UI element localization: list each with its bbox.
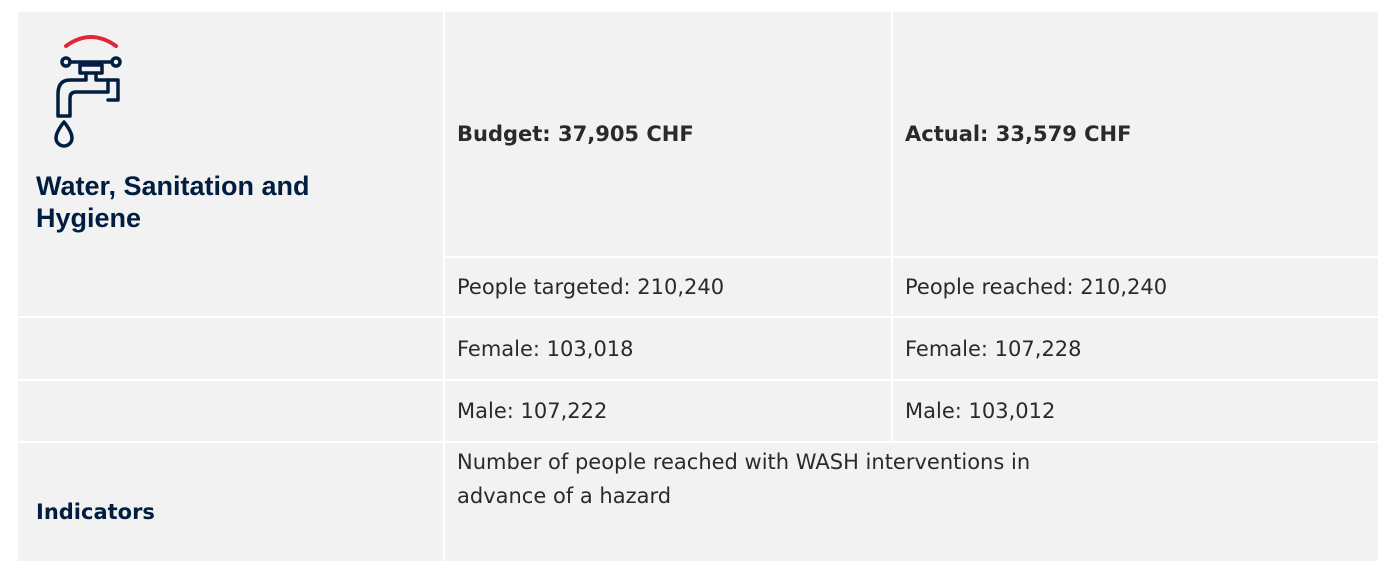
- indicators-label: Indicators: [18, 443, 443, 561]
- reached-cell: Male: 103,012: [893, 381, 1378, 441]
- reached-cell: People reached: 210,240: [893, 258, 1378, 316]
- target-cell: People targeted: 210,240: [445, 258, 891, 316]
- budget: Budget: 37,905 CHF: [445, 12, 891, 256]
- target-cell: Female: 103,018: [445, 318, 891, 379]
- target-cell: Male: 107,222: [445, 381, 891, 441]
- sector-cell: Water, Sanitation and Hygiene: [18, 12, 443, 316]
- sector-title: Water, Sanitation and Hygiene: [36, 171, 310, 233]
- actual: Actual: 33,579 CHF: [893, 12, 1378, 256]
- reached-cell: Female: 107,228: [893, 318, 1378, 379]
- water-icon: [54, 35, 122, 148]
- empty-cell: [18, 381, 443, 441]
- indicators-text: Number of people reached with WASH inter…: [445, 443, 1378, 561]
- empty-cell: [18, 318, 443, 379]
